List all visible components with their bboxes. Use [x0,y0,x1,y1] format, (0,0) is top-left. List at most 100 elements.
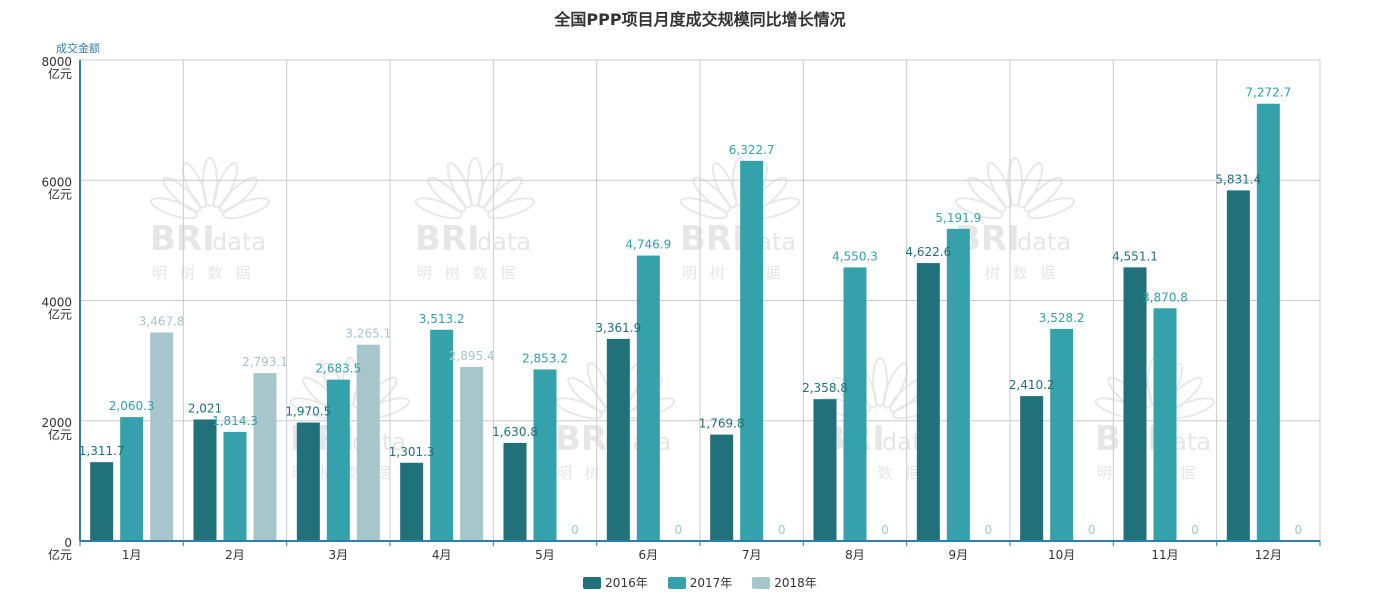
legend-item[interactable]: 2018年 [752,574,817,591]
bar [1153,308,1177,541]
x-tick-label: 6月 [639,548,659,562]
watermark-leaf-icon [414,197,463,220]
bar [1256,103,1280,541]
bar [120,417,144,541]
watermark-chinese: 明 树 数 据 [152,264,254,282]
watermark-chinese: 明 树 数 据 [822,464,924,482]
y-tick-label: 0 [64,536,72,550]
legend-label: 2017年 [689,576,733,590]
watermark-suffix: data [1017,228,1071,256]
bar-value-label: 1,769.8 [699,417,745,431]
bar [90,462,114,541]
bar [430,329,454,541]
y-tick-label: 6000 [41,175,72,189]
watermark-leaf-icon [1027,197,1076,220]
bar-value-label: 3,513.2 [419,312,465,326]
bar [503,442,527,541]
watermark-leaf-icon [477,162,504,209]
bar [296,422,320,541]
bar-value-label: 5,831.4 [1215,172,1261,186]
bar [636,255,660,541]
watermark-leaf-icon [222,197,271,220]
legend: 2016年 2017年 2018年 [0,574,1400,591]
bar [1123,267,1147,541]
bar [606,338,630,541]
watermark-leaf-icon [483,176,523,213]
legend-item[interactable]: 2017年 [667,574,733,591]
bar [326,379,350,541]
watermark-leaf-icon [446,162,473,209]
watermark-leaf-icon [1017,162,1044,209]
bar-value-label: 1,970.5 [285,405,331,419]
x-tick-label: 10月 [1048,548,1075,562]
bar-value-label: 2,410.2 [1009,378,1055,392]
y-tick-unit: 亿元 [48,66,72,81]
bar-value-label: 2,895.4 [449,349,495,363]
bar-value-label: 1,630.8 [492,425,538,439]
bar-value-label: 2,358.8 [802,381,848,395]
watermark-leaf-icon [954,197,1003,220]
watermark-chinese: 明 树 数 据 [957,264,1059,282]
watermark-chinese: 明 树 数 据 [682,264,784,282]
x-tick-label: 7月 [742,548,762,562]
watermark-leaf-icon [679,197,728,220]
bar [1020,396,1044,541]
bar [710,434,734,541]
bar [150,332,174,541]
watermark-leaf-icon [986,162,1013,209]
watermark-brand: BRI [680,219,745,259]
watermark-leaf-icon [1023,176,1063,213]
bar-value-label: 1,311.7 [79,444,125,458]
x-tick-label: 9月 [949,548,969,562]
bar [946,228,970,541]
y-tick-label: 4000 [41,296,72,310]
watermark-leaf-icon [212,162,239,209]
bar-value-label: 3,528.2 [1039,311,1085,325]
bar-value-label: 0 [1088,523,1096,537]
watermark-leaf-icon [181,162,208,209]
bar-value-label: 2,853.2 [522,351,568,365]
bar [253,373,277,541]
watermark-brand: BRI [150,219,215,259]
bar-value-label: 4,551.1 [1112,249,1158,263]
x-tick-label: 12月 [1255,548,1282,562]
bar [740,160,764,541]
y-tick-unit: 亿元 [48,186,72,201]
bar-value-label: 0 [778,523,786,537]
watermark-leaf-icon [882,362,909,409]
bar [1226,190,1250,541]
watermark-leaf-icon [427,176,467,213]
bar-value-label: 6,322.7 [729,143,775,157]
watermark-chinese: 明 树 数 据 [417,264,519,282]
bar-value-label: 0 [675,523,683,537]
watermark-leaf-icon [149,197,198,220]
bar [400,462,424,541]
x-tick-label: 3月 [329,548,349,562]
bar-value-label: 4,622.6 [905,245,951,259]
chart-title: 全国PPP项目月度成交规模同比增长情况 [554,10,846,29]
watermark-leaf-icon [567,376,607,413]
bar-value-label: 2,793.1 [242,355,288,369]
y-tick-unit: 亿元 [48,547,72,562]
x-tick-label: 8月 [845,548,865,562]
watermark-suffix: data [477,228,531,256]
watermark-leaf-icon [1007,157,1023,207]
watermark-chinese: 明 树 数 据 [1097,464,1199,482]
bar-value-label: 7,272.7 [1245,86,1291,100]
bar-value-label: 2,683.5 [315,362,361,376]
y-axis-name: 成交金额 [56,42,100,55]
bar [356,344,380,541]
watermark-chinese: 明 树 数 据 [557,464,659,482]
bar-value-label: 0 [985,523,993,537]
bar-value-label: 0 [881,523,889,537]
legend-item[interactable]: 2016年 [583,574,648,591]
legend-label: 2018年 [774,576,817,590]
bar [1050,328,1074,541]
watermark-leaf-icon [202,157,218,207]
watermark-leaf-icon [967,176,1007,213]
bars-layer [90,103,1280,541]
